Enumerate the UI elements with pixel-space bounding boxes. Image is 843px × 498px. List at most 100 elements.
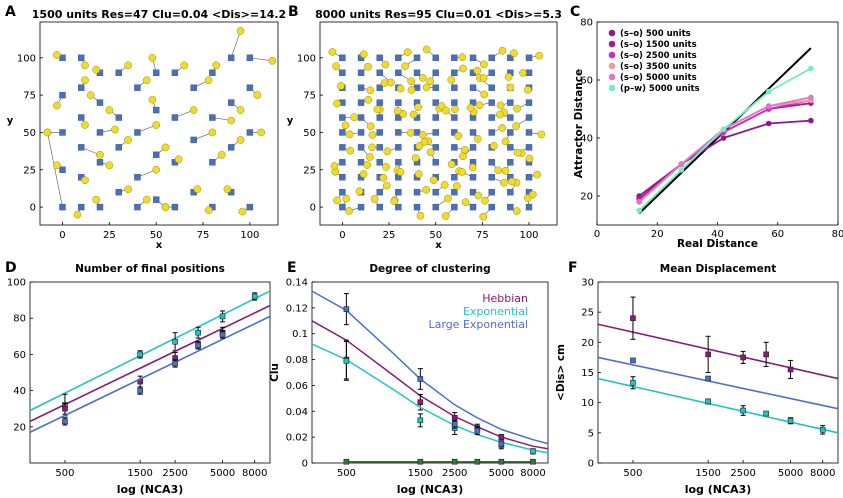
unit-square [525,203,533,211]
data-point [705,351,711,358]
position-dot [43,128,52,137]
x-tick-label: 80 [832,229,843,240]
unit-square [451,203,458,211]
position-dot [458,168,466,176]
data-point [530,448,536,455]
y-tick-label: 80 [13,314,26,325]
y-tick-label: 0.08 [286,355,308,366]
unit-square [246,129,254,136]
position-dot [382,181,391,190]
y-tick-label: 30 [581,278,594,289]
unit-square [357,114,365,121]
unit-square [525,114,533,121]
position-dot [363,161,372,169]
position-dot [444,194,452,203]
data-point [343,458,350,465]
position-dot [227,116,235,125]
y-tick-label: 10 [581,398,594,409]
unit-square [376,159,383,166]
position-dot [441,212,450,220]
unit-square [134,174,141,181]
unit-square [525,54,533,62]
unit-square [246,54,254,62]
position-dot [53,161,61,170]
unit-square [469,84,477,91]
unit-square [413,203,421,211]
unit-square [357,203,365,211]
position-dot [479,212,488,221]
data-point [62,418,68,425]
unit-square [395,54,402,62]
position-dot [92,195,101,204]
position-dot [451,105,459,114]
panel-letter: B [288,4,299,20]
unit-square [357,144,365,151]
unit-square [395,203,402,211]
unit-square [59,91,66,99]
data-point [417,376,424,382]
unit-square [451,188,458,196]
unit-square [395,69,402,76]
position-dot [512,122,520,130]
data-point [787,366,794,373]
unit-square [171,203,179,211]
unit-square [488,114,495,121]
unit-square [357,99,365,106]
position-dot [411,154,420,162]
position-dot [81,76,89,85]
unit-square [451,174,458,181]
data-point [474,458,481,465]
x-tick-label: 8000 [520,468,545,479]
position-dot [480,90,489,99]
unit-square [507,99,514,106]
position-dot [366,153,374,161]
x-tick-label: 40 [711,229,724,240]
data-point [678,167,685,173]
position-dot [407,86,416,94]
panel-e: E Degree of clustering 500 1500 2500 5000 8000… [269,260,549,496]
unit-square [525,144,533,151]
y-tick-label: 25 [581,308,594,319]
position-dot [142,195,151,204]
unit-square [451,114,458,121]
unit-square [339,114,346,121]
y-tick-label: 75 [23,91,36,102]
y-tick-label: 0 [588,459,594,470]
panel-b: B 8000 units Res=95 Clu=0.01 <Dis>=5.3 0 25… [287,4,562,251]
position-dot [504,73,513,81]
unit-square [339,159,346,166]
position-dot [524,85,532,94]
data-point [740,407,746,414]
position-dot [359,170,368,178]
position-dot [414,103,423,112]
x-tick-label: 5000 [210,468,235,479]
data-point [808,117,814,124]
unit-square [96,129,104,136]
position-dot [268,56,277,65]
unit-square [78,114,85,121]
x-tick-label: 20 [651,229,664,240]
position-dot [481,196,489,205]
panel-title: Mean Displacement [660,263,776,275]
unit-square [96,99,104,106]
x-tick-label: 50 [429,230,442,241]
position-dot [152,165,161,174]
unit-square [376,114,383,121]
unit-square [115,188,122,196]
position-dot [161,203,170,211]
data-point [787,417,794,424]
position-dot [330,162,339,170]
data-point [62,405,68,412]
unit-square [488,174,495,181]
position-dot [81,176,89,185]
unit-square [395,159,402,166]
unit-square [78,203,85,211]
y-tick-label: 100 [7,278,26,289]
unit-square [488,99,495,106]
data-point [137,351,143,358]
unit-square [488,203,495,211]
position-dot [401,62,409,70]
position-dot [440,181,449,189]
position-dot [204,206,213,214]
position-dot [396,168,405,176]
